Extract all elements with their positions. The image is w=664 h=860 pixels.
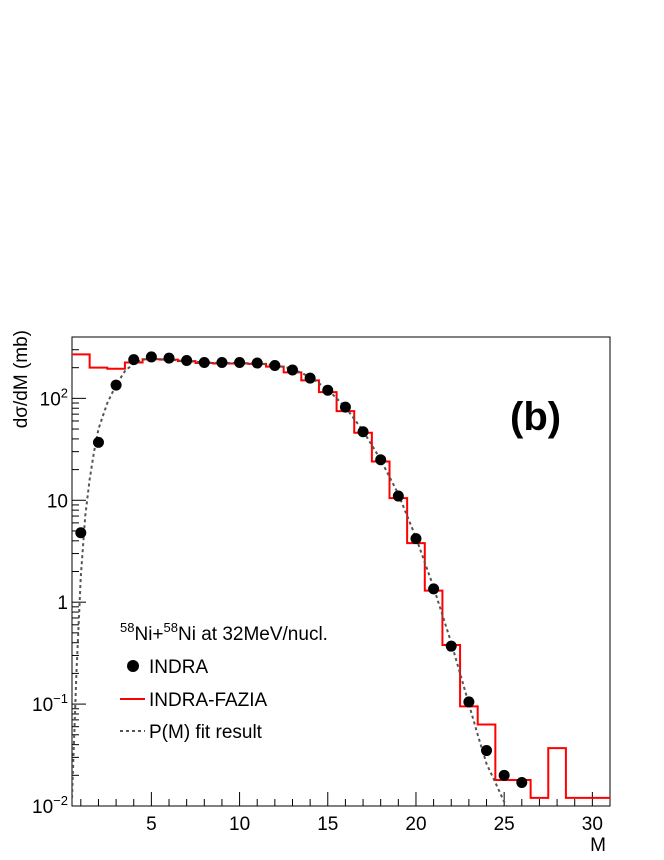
indra-data-point xyxy=(339,401,351,413)
indra-data-point xyxy=(92,436,104,448)
indra-data-point xyxy=(392,490,404,502)
indra-data-point xyxy=(286,364,298,376)
y-tick-label: 10 xyxy=(47,491,68,512)
indra-data-point xyxy=(498,769,510,781)
x-axis-title: M xyxy=(590,835,606,856)
legend: 58Ni+58Ni at 32MeV/nucl. INDRA INDRA-FAZ… xyxy=(120,620,328,743)
indra-data-point xyxy=(357,426,369,438)
indra-data-point xyxy=(234,356,246,368)
indra-data-point xyxy=(181,355,193,367)
x-tick-label: 15 xyxy=(317,814,338,835)
indra-data-point xyxy=(322,384,334,396)
indra-data-point xyxy=(145,351,157,363)
y-tick-label: 102 xyxy=(40,385,68,410)
indra-data-point xyxy=(445,640,457,652)
indra-data-point xyxy=(269,360,281,372)
legend-entry-fit: P(M) fit result xyxy=(149,722,263,743)
indra-data-point xyxy=(481,745,493,757)
legend-entry-indra: INDRA xyxy=(149,657,208,678)
y-tick-label: 1 xyxy=(57,593,68,614)
panel-label: (b) xyxy=(510,395,561,439)
legend-indra-marker xyxy=(127,660,139,672)
indra-data-point xyxy=(163,352,175,364)
indra-data-point xyxy=(516,777,528,789)
x-tick-label: 10 xyxy=(229,814,250,835)
legend-title-rest: Ni at 32MeV/nucl. xyxy=(178,624,328,645)
x-tick-label: 5 xyxy=(146,814,157,835)
indra-data-point xyxy=(198,356,210,368)
legend-entry-fazia: INDRA-FAZIA xyxy=(149,690,268,711)
indra-data-point xyxy=(410,533,422,545)
indra-data-point xyxy=(428,583,440,595)
indra-data-point xyxy=(251,357,263,369)
x-tick-label: 20 xyxy=(405,814,426,835)
y-axis-title: dσ/dM (mb) xyxy=(11,330,32,428)
indra-data-point xyxy=(128,354,140,366)
legend-title-sup2: 58 xyxy=(164,620,178,635)
indra-data-point xyxy=(375,454,387,466)
legend-title: 58Ni+58Ni at 32MeV/nucl. xyxy=(120,620,328,645)
indra-data-point xyxy=(304,372,316,384)
indra-data-point xyxy=(463,696,475,708)
indra-data-point xyxy=(110,379,122,391)
series-fit-curve xyxy=(72,357,508,806)
x-tick-label: 25 xyxy=(494,814,515,835)
plot-area: 5 10 15 20 25 30 10−2 10−1 1 10 102 xyxy=(32,336,611,835)
legend-title-sup1: 58 xyxy=(120,620,134,635)
y-tick-label: 10−1 xyxy=(32,691,68,716)
y-tick-label: 10−2 xyxy=(32,793,68,818)
x-tick-label: 30 xyxy=(582,814,603,835)
indra-data-point xyxy=(75,527,87,539)
indra-data-point xyxy=(216,356,228,368)
legend-title-mid: Ni+ xyxy=(134,624,163,645)
